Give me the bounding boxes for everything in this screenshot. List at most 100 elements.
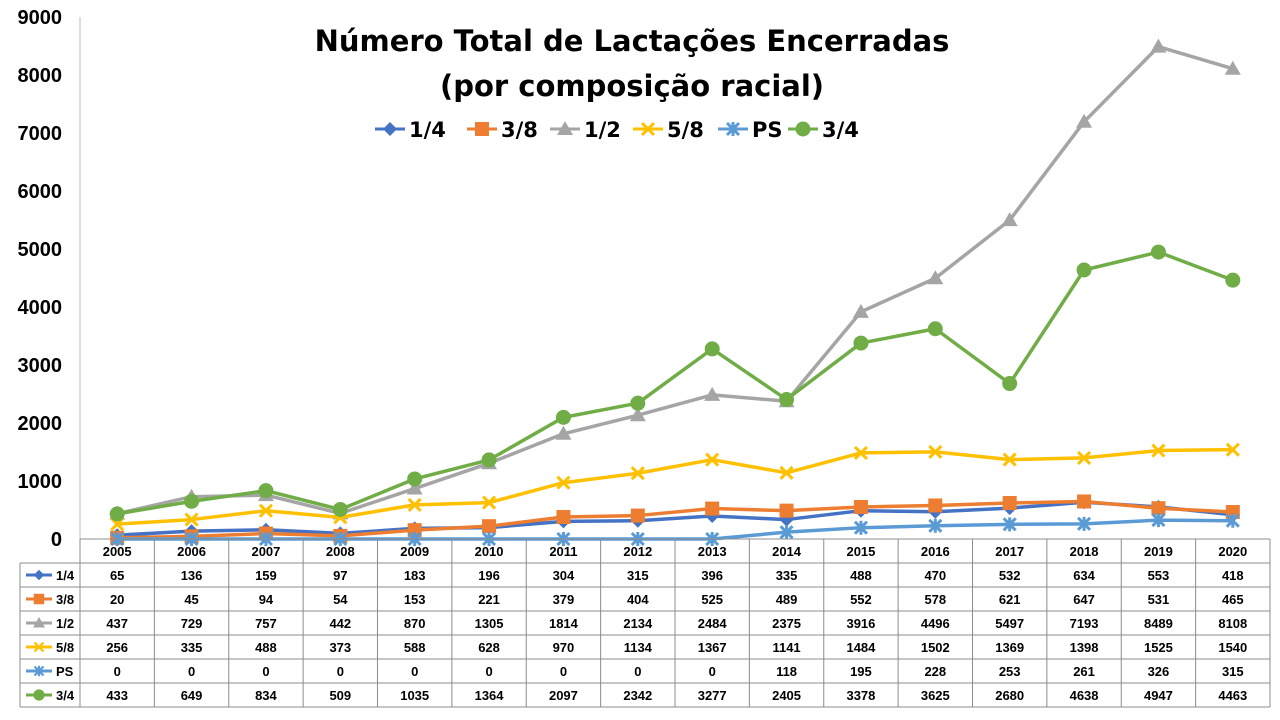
chart-title-line1: Número Total de Lactações Encerradas xyxy=(315,24,950,58)
x-tick-label: 2005 xyxy=(103,544,132,559)
data-point xyxy=(928,444,943,459)
y-tick-label: 2000 xyxy=(18,413,63,435)
table-cell: 196 xyxy=(478,568,500,583)
table-cell: 4947 xyxy=(1144,688,1173,703)
table-cell: 2680 xyxy=(995,688,1024,703)
data-point xyxy=(630,466,645,481)
data-point xyxy=(406,480,423,495)
data-point xyxy=(556,475,571,490)
table-cell: 1367 xyxy=(698,640,727,655)
data-point xyxy=(1225,442,1240,457)
table-cell: 8489 xyxy=(1144,616,1173,631)
table-row: 3/8 20 45 94 54 153 221 379 404 525 489 552 578 621 64… xyxy=(26,592,1244,607)
chart-title-line2: (por composição racial) xyxy=(440,69,824,103)
data-point xyxy=(1151,443,1166,458)
legend-label: 3/8 xyxy=(501,118,538,142)
table-cell: 2342 xyxy=(623,688,652,703)
legend-item: 1/4 xyxy=(375,118,446,142)
data-point xyxy=(928,518,943,533)
legend-marker xyxy=(475,122,489,136)
table-cell: 315 xyxy=(627,568,649,583)
data-point xyxy=(555,425,572,440)
series-line xyxy=(116,250,1234,516)
table-legend-marker xyxy=(33,689,45,701)
data-point xyxy=(629,407,646,422)
table-cell: 373 xyxy=(329,640,351,655)
x-tick-label: 2015 xyxy=(846,544,875,559)
x-tick-label: 2009 xyxy=(400,544,429,559)
table-cell: 20 xyxy=(110,592,124,607)
table-cell: 0 xyxy=(485,664,492,679)
data-point xyxy=(927,321,943,337)
data-point xyxy=(853,445,868,460)
legend-marker xyxy=(640,121,656,137)
legend-marker xyxy=(795,121,811,137)
table-cell: 379 xyxy=(553,592,575,607)
table-row-label: PS xyxy=(56,664,74,679)
table-cell: 221 xyxy=(478,592,500,607)
data-point xyxy=(1076,113,1093,128)
table-cell: 525 xyxy=(701,592,723,607)
table-cell: 465 xyxy=(1222,592,1244,607)
table-cell: 0 xyxy=(337,664,344,679)
x-tick-label: 2012 xyxy=(623,544,652,559)
legend-item: 5/8 xyxy=(633,118,704,142)
data-point xyxy=(1077,494,1092,509)
table-cell: 578 xyxy=(924,592,946,607)
table-cell: 396 xyxy=(701,568,723,583)
table-cell: 0 xyxy=(709,664,716,679)
table-row: 1/2 437 729 757 442 870 1305 1814 2134 2484 2375 39… xyxy=(26,616,1247,631)
data-point xyxy=(779,525,794,540)
table-cell: 442 xyxy=(329,616,351,631)
data-point xyxy=(1151,501,1166,516)
table-cell: 2405 xyxy=(772,688,801,703)
data-point xyxy=(184,512,199,527)
series xyxy=(109,38,1241,520)
data-point xyxy=(704,341,720,357)
table-cell: 2484 xyxy=(698,616,728,631)
table-cell: 2097 xyxy=(549,688,578,703)
table-cell: 553 xyxy=(1148,568,1170,583)
table-cell: 45 xyxy=(184,592,198,607)
data-point xyxy=(779,465,794,480)
x-tick-label: 2008 xyxy=(326,544,355,559)
table-cell: 634 xyxy=(1073,568,1095,583)
data-point xyxy=(705,509,720,524)
table-cell: 1364 xyxy=(475,688,505,703)
table-row-label: 1/2 xyxy=(56,616,74,631)
table-cell: 3916 xyxy=(846,616,875,631)
table-cell: 1484 xyxy=(846,640,876,655)
legend-label: PS xyxy=(752,118,783,142)
table-cell: 1305 xyxy=(475,616,504,631)
table-cell: 531 xyxy=(1148,592,1170,607)
data-point xyxy=(852,303,869,318)
data-point xyxy=(482,495,497,510)
data-point xyxy=(927,270,944,285)
table-cell: 488 xyxy=(850,568,872,583)
table-row: 3/4 433 649 834 509 1035 1364 2097 2342 3277 2405 3… xyxy=(26,688,1247,703)
data-point xyxy=(853,499,868,514)
table-cell: 0 xyxy=(262,664,269,679)
table-cell: 1814 xyxy=(549,616,579,631)
legend-item: PS xyxy=(718,118,783,142)
y-tick-label: 9000 xyxy=(18,7,63,29)
table-cell: 65 xyxy=(110,568,124,583)
legend-marker xyxy=(383,122,397,136)
table-cell: 489 xyxy=(776,592,798,607)
table-cell: 3378 xyxy=(846,688,875,703)
table-cell: 256 xyxy=(106,640,128,655)
series-line xyxy=(117,447,1233,526)
data-point xyxy=(556,510,571,525)
x-tick-label: 2018 xyxy=(1070,544,1099,559)
x-tick-label: 2014 xyxy=(772,544,802,559)
table-cell: 335 xyxy=(181,640,203,655)
table-cell: 433 xyxy=(106,688,128,703)
table-cell: 870 xyxy=(404,616,426,631)
table-legend-marker xyxy=(33,665,45,677)
table-legend-marker xyxy=(33,641,45,653)
table-cell: 970 xyxy=(553,640,575,655)
table-cell: 136 xyxy=(181,568,203,583)
x-tick-label: 2011 xyxy=(549,544,577,559)
legend-label: 5/8 xyxy=(667,118,704,142)
legend: 1/4 3/8 1/2 5/8 PS 3/4 xyxy=(375,118,859,142)
